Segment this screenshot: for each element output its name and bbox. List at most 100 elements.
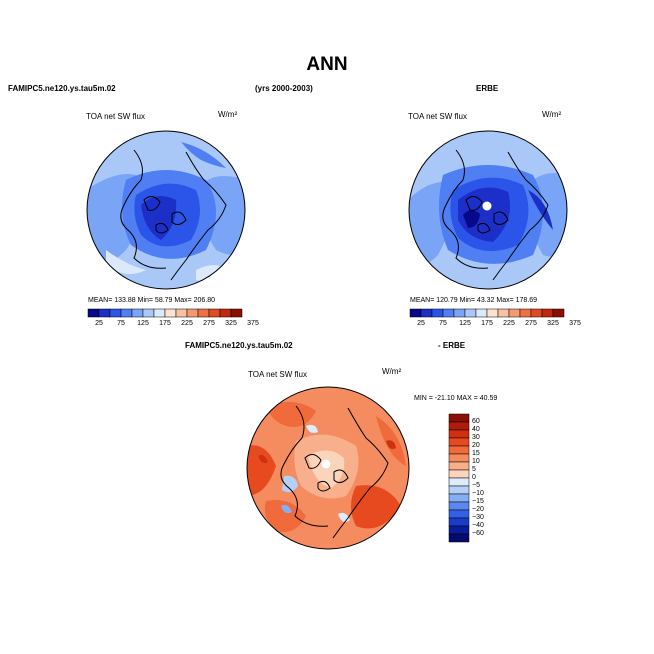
diff-polar-map bbox=[246, 386, 410, 550]
colorbar-tick-label: 125 bbox=[459, 320, 471, 327]
colorbar-tick-label: 0 bbox=[472, 474, 476, 481]
colorbar-swatch bbox=[98, 308, 111, 318]
colorbar-swatch bbox=[87, 308, 100, 318]
model-header: FAMIPC5.ne120.ys.tau5m.02 bbox=[8, 84, 116, 93]
colorbar-swatch bbox=[448, 509, 470, 519]
colorbar-swatch bbox=[453, 308, 466, 318]
pole-hole bbox=[321, 459, 331, 469]
colorbar-tick-label: 375 bbox=[247, 320, 259, 327]
obs-stats: MEAN= 120.79 Min= 43.32 Max= 178.69 bbox=[410, 297, 538, 304]
model-variable-label: TOA net SW flux bbox=[86, 112, 145, 121]
colorbar-swatch bbox=[442, 308, 455, 318]
obs-header: ERBE bbox=[476, 84, 499, 93]
model-units-label: W/m² bbox=[218, 110, 238, 119]
colorbar-tick-label: 40 bbox=[472, 426, 480, 433]
colorbar-swatch bbox=[530, 308, 543, 318]
pole-hole bbox=[482, 201, 492, 211]
colorbar-tick-label: 15 bbox=[472, 450, 480, 457]
colorbar-swatch bbox=[464, 308, 477, 318]
colorbar-swatch bbox=[541, 308, 554, 318]
obs-variable-label: TOA net SW flux bbox=[408, 112, 467, 121]
colorbar-swatch bbox=[508, 308, 521, 318]
page-title: ANN bbox=[306, 54, 348, 75]
diff-colorbar-ticks: 60 40 30 20 15 10 5 0 −5 −10 −15 −20 −30 −40 −60 bbox=[472, 414, 502, 542]
colorbar-swatch bbox=[486, 308, 499, 318]
colorbar-swatch bbox=[448, 477, 470, 487]
colorbar-swatch bbox=[448, 421, 470, 431]
colorbar-tick-label: −30 bbox=[472, 514, 484, 521]
colorbar-swatch bbox=[448, 429, 470, 439]
colorbar-tick-label: 275 bbox=[203, 320, 215, 327]
colorbar-swatch bbox=[431, 308, 444, 318]
colorbar-swatch bbox=[164, 308, 177, 318]
obs-units-label: W/m² bbox=[542, 110, 562, 119]
colorbar-swatch bbox=[448, 461, 470, 471]
colorbar-tick-label: 30 bbox=[472, 434, 480, 441]
colorbar-swatch bbox=[420, 308, 433, 318]
colorbar-tick-label: 25 bbox=[95, 320, 103, 327]
model-stats: MEAN= 133.88 Min= 58.79 Max= 206.80 bbox=[88, 297, 216, 304]
model-polar-map bbox=[86, 130, 246, 290]
diff-header-right: - ERBE bbox=[438, 341, 466, 350]
colorbar-tick-label: 25 bbox=[417, 320, 425, 327]
colorbar-swatch bbox=[448, 437, 470, 447]
colorbar-tick-label: −40 bbox=[472, 522, 484, 529]
model-colorbar bbox=[87, 308, 243, 318]
colorbar-swatch bbox=[197, 308, 210, 318]
colorbar-tick-label: 60 bbox=[472, 418, 480, 425]
colorbar-swatch bbox=[448, 485, 470, 495]
colorbar-swatch bbox=[219, 308, 232, 318]
years-header: (yrs 2000-2003) bbox=[255, 84, 313, 93]
colorbar-swatch bbox=[448, 517, 470, 527]
colorbar-swatch bbox=[448, 469, 470, 479]
colorbar-tick-label: 10 bbox=[472, 458, 480, 465]
colorbar-tick-label: 75 bbox=[439, 320, 447, 327]
colorbar-tick-label: −20 bbox=[472, 506, 484, 513]
colorbar-tick-label: 125 bbox=[137, 320, 149, 327]
colorbar-swatch bbox=[448, 525, 470, 535]
model-colorbar-ticks: 25 75 125 175 225 275 325 375 bbox=[88, 320, 259, 330]
colorbar-swatch bbox=[448, 501, 470, 511]
colorbar-swatch bbox=[552, 308, 565, 318]
colorbar-swatch bbox=[230, 308, 243, 318]
colorbar-swatch bbox=[475, 308, 488, 318]
colorbar-swatch bbox=[186, 308, 199, 318]
colorbar-tick-label: −10 bbox=[472, 490, 484, 497]
colorbar-swatch bbox=[448, 445, 470, 455]
obs-colorbar bbox=[409, 308, 565, 318]
colorbar-swatch bbox=[448, 413, 470, 423]
colorbar-swatch bbox=[109, 308, 122, 318]
colorbar-swatch bbox=[175, 308, 188, 318]
colorbar-swatch bbox=[497, 308, 510, 318]
colorbar-tick-label: −60 bbox=[472, 530, 484, 537]
colorbar-swatch bbox=[448, 453, 470, 463]
colorbar-tick-label: 175 bbox=[159, 320, 171, 327]
diff-header-left: FAMIPC5.ne120.ys.tau5m.02 bbox=[185, 341, 293, 350]
colorbar-tick-label: 275 bbox=[525, 320, 537, 327]
colorbar-tick-label: 5 bbox=[472, 466, 476, 473]
colorbar-tick-label: −5 bbox=[472, 482, 480, 489]
diff-variable-label: TOA net SW flux bbox=[248, 370, 307, 379]
colorbar-tick-label: 325 bbox=[225, 320, 237, 327]
diff-units-label: W/m² bbox=[382, 367, 402, 376]
diff-colorbar bbox=[448, 413, 470, 543]
colorbar-swatch bbox=[409, 308, 422, 318]
colorbar-tick-label: −15 bbox=[472, 498, 484, 505]
colorbar-swatch bbox=[208, 308, 221, 318]
colorbar-tick-label: 375 bbox=[569, 320, 581, 327]
colorbar-swatch bbox=[448, 493, 470, 503]
colorbar-swatch bbox=[131, 308, 144, 318]
colorbar-tick-label: 225 bbox=[181, 320, 193, 327]
colorbar-tick-label: 175 bbox=[481, 320, 493, 327]
colorbar-swatch bbox=[153, 308, 166, 318]
colorbar-tick-label: 75 bbox=[117, 320, 125, 327]
colorbar-swatch bbox=[142, 308, 155, 318]
diff-stats: MIN = -21.10 MAX = 40.59 bbox=[414, 395, 498, 402]
colorbar-tick-label: 20 bbox=[472, 442, 480, 449]
obs-polar-map bbox=[408, 130, 568, 290]
colorbar-tick-label: 225 bbox=[503, 320, 515, 327]
colorbar-swatch bbox=[448, 533, 470, 543]
obs-colorbar-ticks: 25 75 125 175 225 275 325 375 bbox=[410, 320, 581, 330]
colorbar-swatch bbox=[120, 308, 133, 318]
colorbar-swatch bbox=[519, 308, 532, 318]
